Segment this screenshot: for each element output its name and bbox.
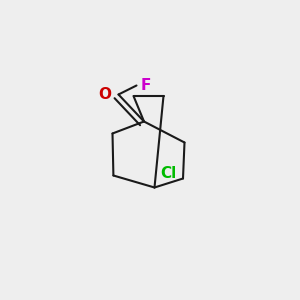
Text: Cl: Cl [160,167,177,182]
Text: F: F [141,78,152,93]
Text: O: O [98,87,111,102]
